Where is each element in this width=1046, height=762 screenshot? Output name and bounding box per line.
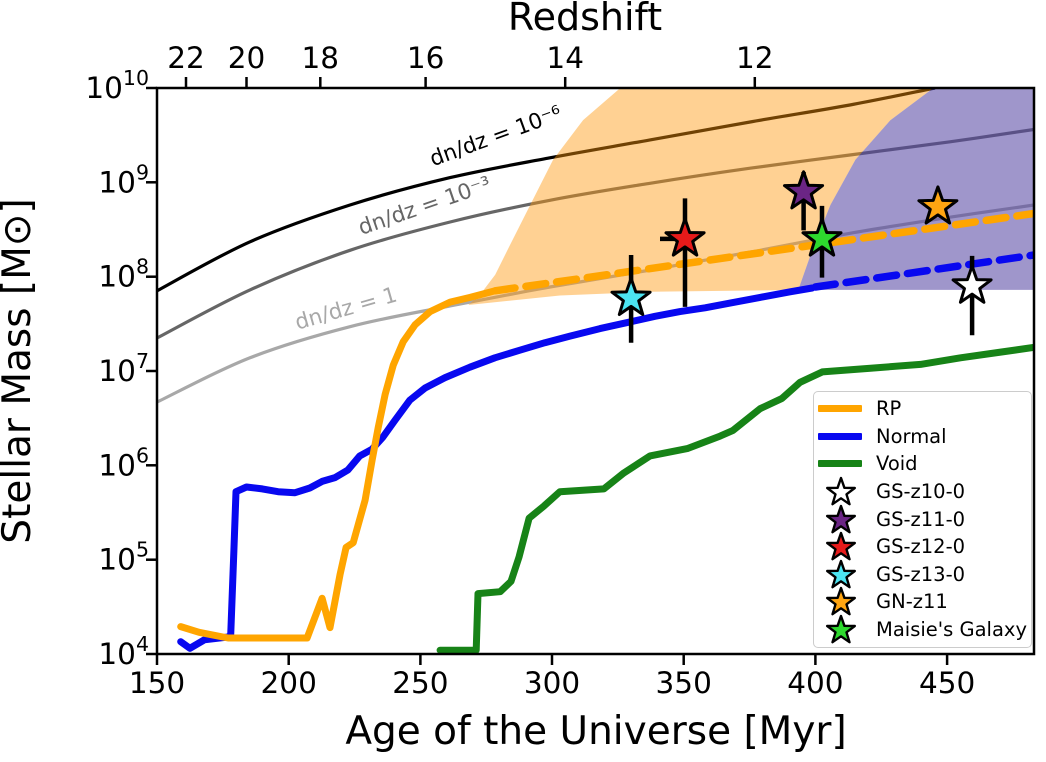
legend-label: Void [876, 452, 918, 476]
y-tick-label-1e8: 108 [98, 255, 149, 294]
y-tick-label-1e9: 109 [98, 160, 149, 199]
y-axis-title: Stellar Mass [M⊙] [0, 198, 40, 543]
legend-label: GN-z11 [876, 590, 948, 614]
legend-item-void: Void [818, 450, 1031, 478]
legend-item-gs-z11-0: GS-z11-0 [818, 504, 1031, 535]
legend-star-icon [818, 504, 864, 535]
legend-line-swatch [818, 432, 864, 440]
top-axis-title: Redshift [508, 0, 662, 39]
x-tick-label-250: 250 [392, 666, 448, 700]
redshift-tick-label-18: 18 [302, 41, 340, 75]
legend-label: GS-z13-0 [876, 562, 966, 586]
legend-star-icon [818, 531, 864, 562]
x-tick-label-150: 150 [129, 666, 185, 700]
legend-line-swatch [818, 405, 864, 413]
legend-item-gn-z11: GN-z11 [818, 586, 1031, 617]
normal-curve [177, 284, 816, 652]
normal-extrapolation-curve [811, 251, 1034, 291]
legend-star-icon [818, 586, 864, 617]
x-tick-label-200: 200 [261, 666, 317, 700]
legend-star-icon [818, 476, 864, 507]
redshift-tick-label-12: 12 [736, 41, 774, 75]
legend-label: RP [876, 397, 902, 421]
rp-extrapolation-curve [491, 209, 1034, 295]
x-tick-label-350: 350 [656, 666, 712, 700]
legend-label: GS-z10-0 [876, 480, 966, 504]
redshift-tick-label-20: 20 [228, 41, 266, 75]
x-axis-title: Age of the Universe [Myr] [345, 709, 846, 754]
legend-item-rp: RP [818, 395, 1031, 423]
redshift-tick-label-16: 16 [407, 41, 445, 75]
legend-star-icon [818, 559, 864, 590]
legend-label: Normal [876, 424, 947, 448]
rp-extrapolation-band [468, 88, 934, 305]
legend-item-normal: Normal [818, 423, 1031, 451]
star-marker-gs-z10-0 [951, 264, 993, 304]
legend-item-maisie-s-galaxy: Maisie's Galaxy [818, 614, 1031, 645]
rp-curve [177, 287, 499, 642]
star-marker-gn-z11 [917, 185, 959, 225]
legend-label: GS-z11-0 [876, 507, 966, 531]
x-tick-label-300: 300 [524, 666, 580, 700]
legend-star-icon [818, 614, 864, 645]
legend: RP Normal Void GS-z10-0 GS-z11-0 GS-z12-0 GS-z… [813, 391, 1032, 648]
normal-extrapolation-band [798, 88, 1034, 290]
star-marker-gs-z12-0 [664, 217, 706, 257]
halo-curve-label-dndz-1e-6: dn/dz = 10⁻⁶ [427, 101, 566, 172]
y-tick-label-1e4: 104 [98, 632, 149, 671]
x-tick-label-400: 400 [787, 666, 843, 700]
legend-item-gs-z13-0: GS-z13-0 [818, 559, 1031, 590]
star-marker-gs-z13-0 [610, 276, 652, 316]
legend-item-gs-z12-0: GS-z12-0 [818, 531, 1031, 562]
void-curve [436, 343, 1034, 654]
y-tick-label-1e5: 105 [98, 538, 149, 577]
x-tick-label-450: 450 [919, 666, 975, 700]
halo-curve-dndz-1e-6 [157, 88, 936, 293]
y-tick-label-1e10: 1010 [85, 66, 149, 105]
legend-label: GS-z12-0 [876, 535, 966, 559]
legend-item-gs-z10-0: GS-z10-0 [818, 476, 1031, 507]
star-marker-maisie-s-galaxy [801, 217, 843, 257]
redshift-tick-label-14: 14 [546, 41, 584, 75]
star-marker-gs-z11-0 [783, 170, 825, 210]
redshift-tick-label-22: 22 [167, 41, 205, 75]
y-tick-label-1e6: 106 [98, 443, 149, 482]
legend-label: Maisie's Galaxy [876, 618, 1027, 642]
y-tick-label-1e7: 107 [98, 349, 149, 388]
legend-line-swatch [818, 460, 864, 468]
